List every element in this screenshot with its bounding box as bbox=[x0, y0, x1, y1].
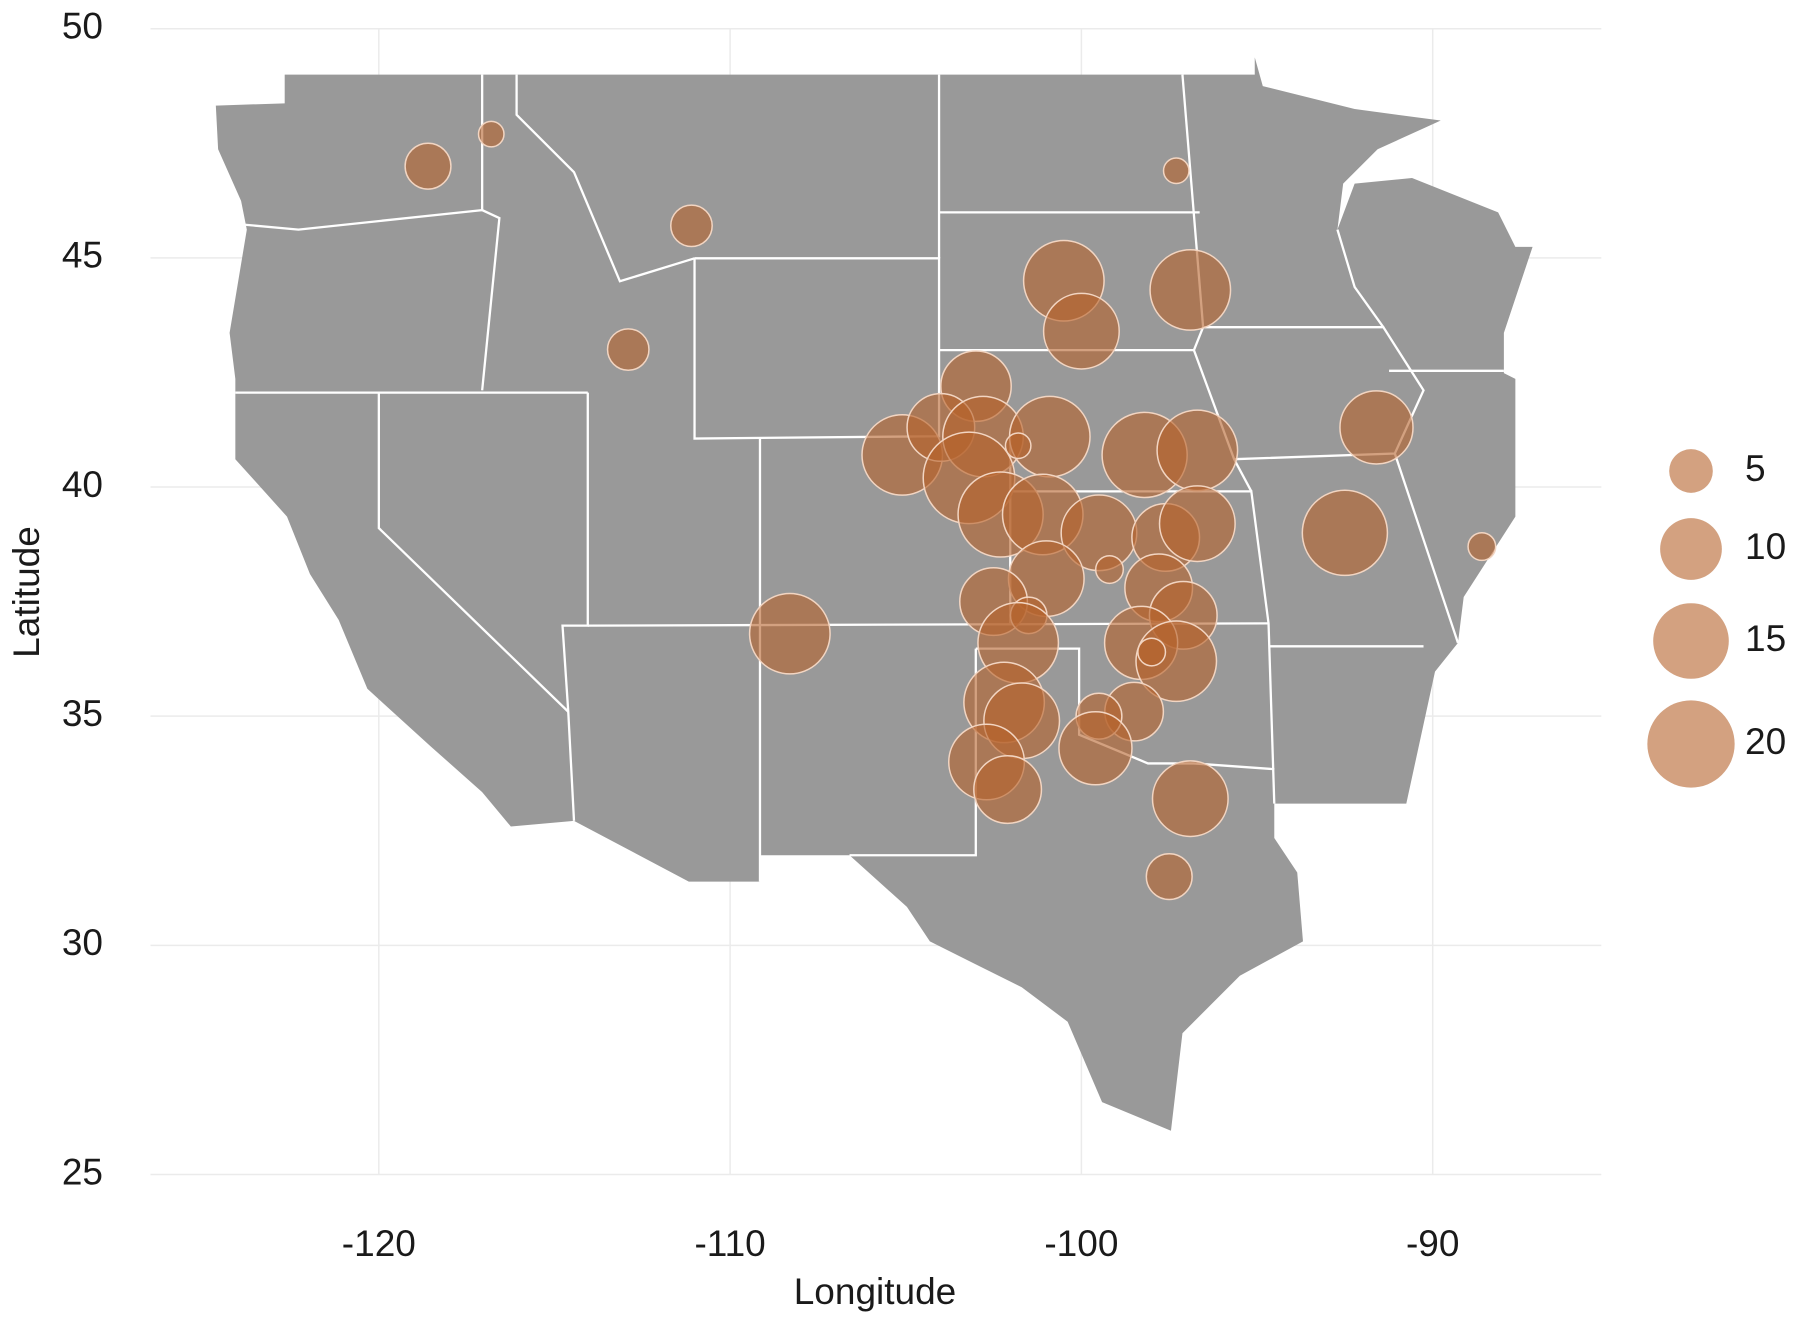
legend-label: 20 bbox=[1745, 721, 1786, 762]
legend-label: 10 bbox=[1745, 526, 1786, 567]
y-axis-label: Latitude bbox=[6, 526, 47, 658]
bubble bbox=[1042, 292, 1120, 370]
bubble bbox=[1467, 532, 1497, 562]
bubble bbox=[670, 204, 713, 248]
legend: 5 10 15 20 bbox=[1647, 448, 1786, 788]
points bbox=[404, 120, 1497, 901]
y-tick-label: 45 bbox=[62, 235, 103, 276]
legend-label: 15 bbox=[1745, 618, 1786, 659]
x-tick-label: -120 bbox=[342, 1223, 416, 1264]
y-tick-label: 35 bbox=[62, 693, 103, 734]
bubble bbox=[748, 592, 831, 675]
x-tick-label: -100 bbox=[1044, 1223, 1118, 1264]
legend-label: 5 bbox=[1745, 448, 1766, 489]
bubble bbox=[1058, 710, 1133, 786]
bubble bbox=[1145, 852, 1193, 901]
bubble bbox=[1156, 409, 1239, 492]
bubble bbox=[404, 142, 452, 190]
bubble bbox=[973, 754, 1043, 825]
x-axis-label: Longitude bbox=[794, 1271, 957, 1312]
bubble bbox=[1162, 157, 1190, 185]
bubble bbox=[1149, 248, 1232, 331]
legend-bubble bbox=[1669, 449, 1713, 493]
bubble bbox=[606, 328, 650, 371]
bubble bbox=[1137, 637, 1167, 667]
legend-bubble bbox=[1647, 700, 1735, 788]
x-tick-label: -90 bbox=[1406, 1223, 1459, 1264]
x-tick-label: -110 bbox=[694, 1223, 765, 1264]
bubble bbox=[1339, 390, 1414, 465]
y-tick-label: 30 bbox=[62, 922, 103, 963]
bubble bbox=[1158, 485, 1236, 563]
bubble bbox=[1094, 554, 1125, 585]
bubble bbox=[1301, 489, 1389, 577]
y-tick-label: 50 bbox=[62, 5, 103, 46]
legend-bubble bbox=[1660, 518, 1722, 580]
bubble bbox=[477, 120, 505, 148]
y-tick-label: 25 bbox=[62, 1151, 103, 1192]
legend-bubble bbox=[1653, 603, 1729, 679]
bubble bbox=[1151, 760, 1229, 838]
y-tick-label: 40 bbox=[62, 464, 103, 505]
map bbox=[215, 57, 1533, 1131]
bubble bbox=[1004, 432, 1032, 460]
